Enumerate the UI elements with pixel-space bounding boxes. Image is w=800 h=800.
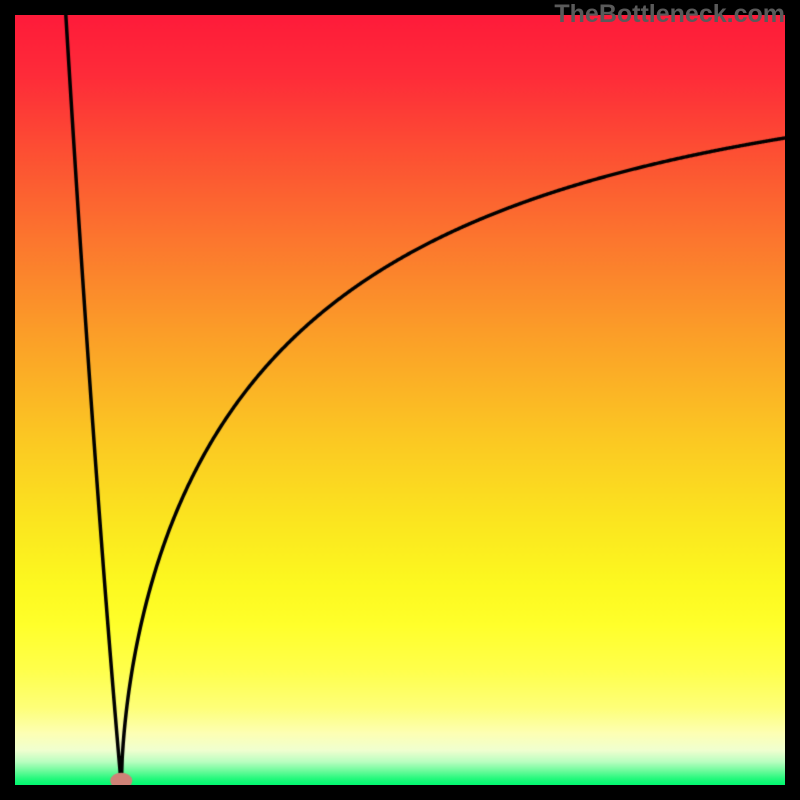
watermark-text: TheBottleneck.com: [554, 0, 785, 29]
plot-area: [15, 15, 785, 785]
chart-container: { "canvas": { "width": 800, "height": 80…: [0, 0, 800, 800]
chart-canvas: [15, 15, 785, 785]
